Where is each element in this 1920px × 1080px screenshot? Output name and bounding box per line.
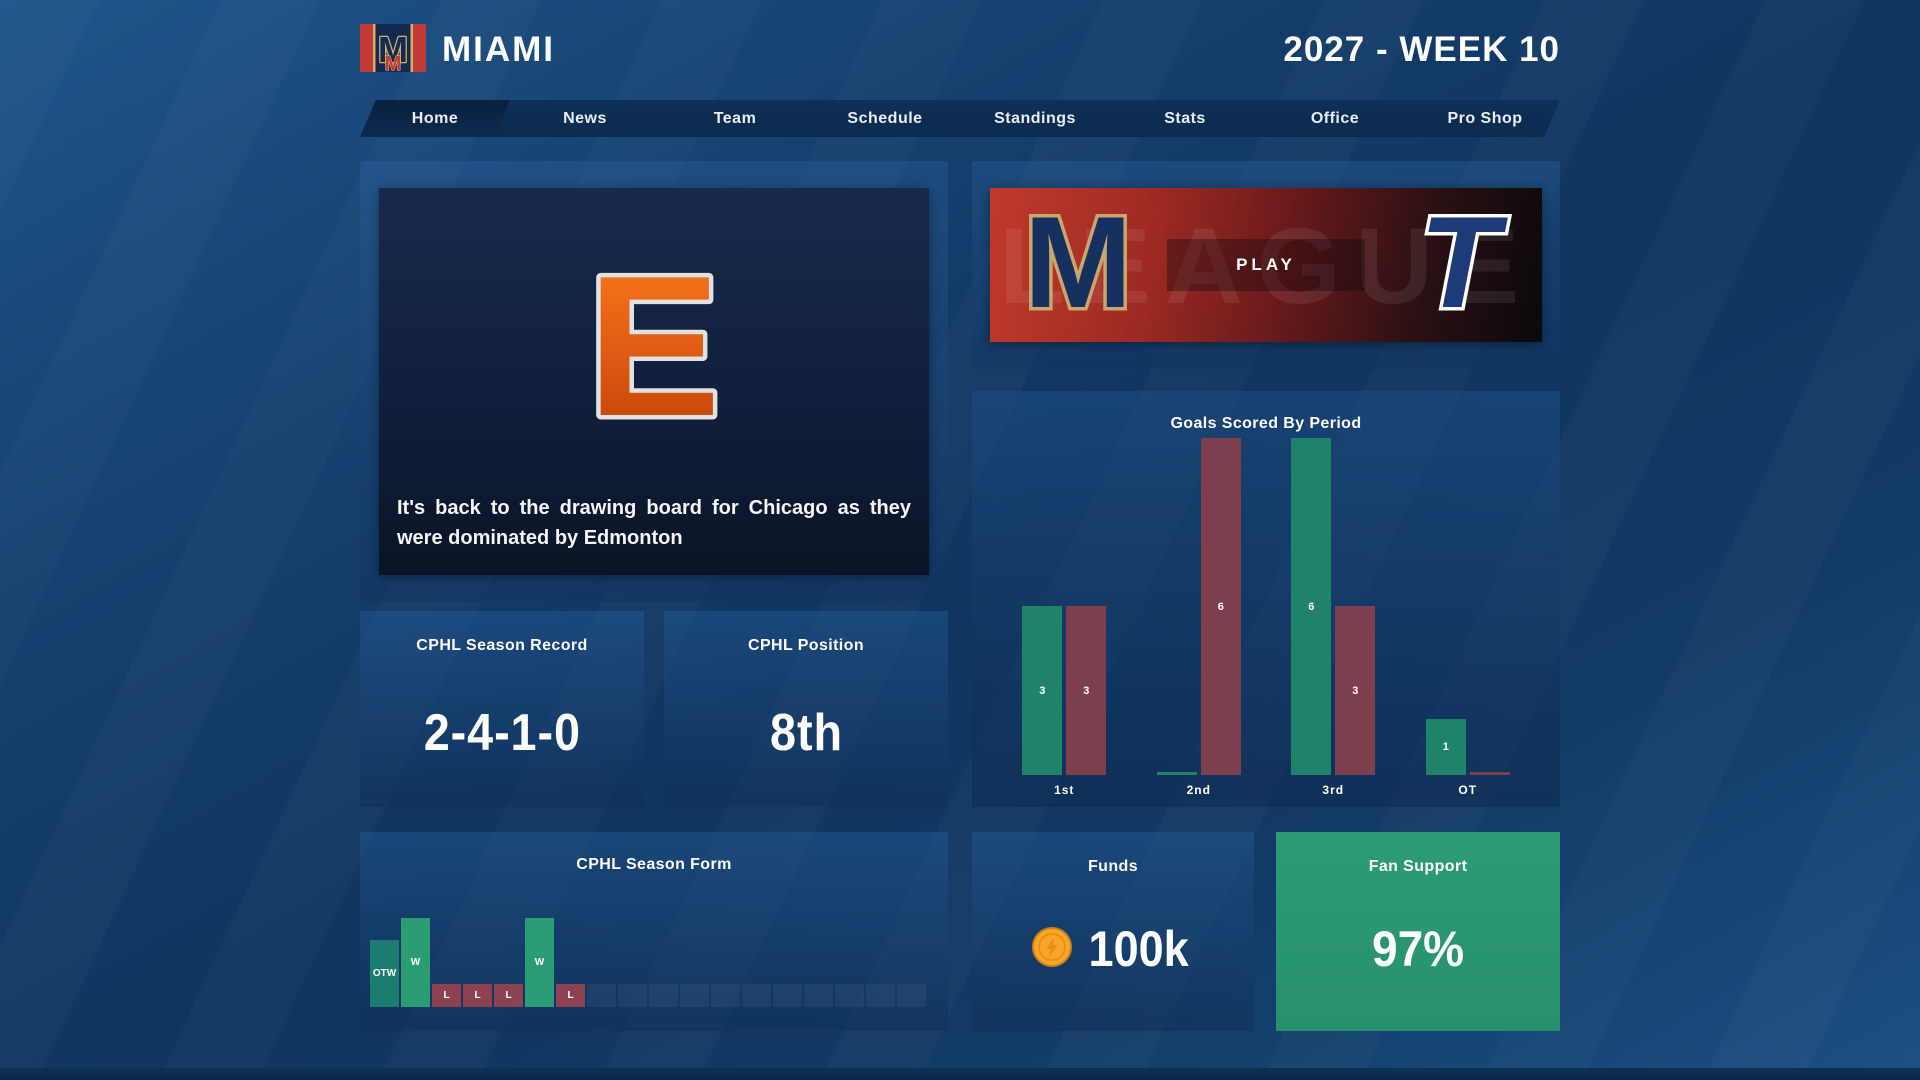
nav-item-team[interactable]: Team bbox=[713, 109, 757, 127]
form-slot-empty-8 bbox=[587, 984, 616, 1007]
form-slot-empty-14 bbox=[773, 984, 802, 1007]
form-slot-empty-11 bbox=[680, 984, 709, 1007]
miami-m-logo-icon: M M bbox=[360, 23, 426, 77]
edmonton-e-logo-icon: E bbox=[379, 188, 929, 493]
nav-item-office[interactable]: Office bbox=[1310, 109, 1360, 127]
funds-value: 100k bbox=[1088, 921, 1190, 977]
season-record-card: CPHL Season Record 2-4-1-0 bbox=[360, 611, 644, 807]
bar-value-label: 6 bbox=[1308, 600, 1315, 613]
season-form-title: CPHL Season Form bbox=[576, 856, 732, 873]
svg-text:M: M bbox=[1024, 195, 1132, 330]
fan-support-title: Fan Support bbox=[1368, 858, 1468, 875]
season-record-title: CPHL Season Record bbox=[416, 637, 588, 654]
play-button[interactable]: PLAY bbox=[1166, 239, 1366, 291]
miami-m-crest-icon: M bbox=[1008, 188, 1148, 339]
fan-support-value: 97% bbox=[1371, 921, 1465, 977]
period-label-2nd: 2nd bbox=[1186, 783, 1211, 797]
form-slot-empty-15 bbox=[804, 984, 833, 1007]
news-headline: It's back to the drawing board for Chica… bbox=[397, 497, 911, 549]
play-button-label: PLAY bbox=[1236, 255, 1296, 274]
form-slot-empty-12 bbox=[711, 984, 740, 1007]
form-slot-empty-13 bbox=[742, 984, 771, 1007]
coin-icon bbox=[1031, 926, 1073, 973]
header: M M MIAMI 2027 - WEEK 10 bbox=[360, 22, 1560, 78]
form-result-l-7: L bbox=[556, 984, 585, 1007]
svg-text:E: E bbox=[587, 235, 720, 458]
bar-goals-for-ot: 1 bbox=[1425, 719, 1466, 775]
svg-text:M: M bbox=[378, 29, 408, 70]
matchup-section: LEAGUE M T PLAY bbox=[972, 161, 1560, 369]
svg-text:M: M bbox=[385, 53, 402, 72]
news-section: E It's back to the drawing board for Chi… bbox=[360, 161, 948, 602]
form-slot-empty-10 bbox=[649, 984, 678, 1007]
team-brand: M M MIAMI bbox=[360, 23, 556, 77]
goals-chart-title: Goals Scored By Period bbox=[1170, 415, 1362, 432]
league-position-card: CPHL Position 8th bbox=[664, 611, 948, 807]
main-nav: Home News Team Schedule Standings Stats Office… bbox=[360, 100, 1560, 137]
nav-item-standings[interactable]: Standings bbox=[994, 109, 1076, 127]
bar-value-label: 6 bbox=[1217, 600, 1224, 613]
bar-goals-against-2nd: 6 bbox=[1200, 438, 1241, 775]
dashboard-grid: E It's back to the drawing board for Chi… bbox=[360, 161, 1560, 1031]
bar-goals-for-1st: 3 bbox=[1022, 606, 1063, 775]
period-label-3rd: 3rd bbox=[1322, 783, 1345, 797]
form-slot-empty-16 bbox=[835, 984, 864, 1007]
nav-item-news[interactable]: News bbox=[563, 109, 607, 127]
footer-strip bbox=[0, 1068, 1920, 1080]
bar-value-label: 3 bbox=[1083, 684, 1090, 697]
money-row: Funds 100k Fan Support bbox=[972, 832, 1560, 1031]
goals-group-2nd: 6 2nd bbox=[1154, 438, 1244, 797]
season-form-track: OTW W L L L W L bbox=[370, 918, 938, 1007]
bar-value-label: 1 bbox=[1442, 741, 1449, 753]
bar-value-label: 3 bbox=[1352, 684, 1359, 697]
season-week-label: 2027 - WEEK 10 bbox=[1283, 30, 1560, 69]
nav-item-pro-shop[interactable]: Pro Shop bbox=[1447, 109, 1523, 127]
form-result-w-2: W bbox=[401, 918, 430, 1007]
form-result-otw-1: OTW bbox=[370, 940, 399, 1007]
nav-item-stats[interactable]: Stats bbox=[1164, 109, 1206, 127]
form-result-l-3: L bbox=[432, 984, 461, 1007]
left-column: E It's back to the drawing board for Chi… bbox=[360, 161, 948, 1031]
goals-group-1st: 3 3 1st bbox=[1019, 438, 1109, 797]
season-record-value: 2-4-1-0 bbox=[423, 704, 581, 762]
bar-goals-for-2nd bbox=[1156, 772, 1197, 775]
bar-goals-against-3rd: 3 bbox=[1335, 606, 1376, 775]
form-result-l-4: L bbox=[463, 984, 492, 1007]
goals-group-3rd: 6 3 3rd bbox=[1288, 438, 1378, 797]
goals-by-period-card: Goals Scored By Period 3 3 1st 6 2nd 6 3 3rd 1 OT bbox=[972, 391, 1560, 807]
form-result-l-5: L bbox=[494, 984, 523, 1007]
goals-chart-plot: 3 3 1st 6 2nd 6 3 3rd 1 OT bbox=[997, 438, 1535, 797]
nav-item-schedule[interactable]: Schedule bbox=[847, 109, 923, 127]
right-column: LEAGUE M T PLAY bbox=[972, 161, 1560, 1031]
bar-goals-against-ot bbox=[1469, 772, 1510, 775]
svg-text:T: T bbox=[1419, 195, 1508, 330]
bar-goals-for-3rd: 6 bbox=[1291, 438, 1332, 775]
funds-title: Funds bbox=[1088, 858, 1138, 875]
league-position-value: 8th bbox=[769, 704, 843, 762]
matchup-banner: LEAGUE M T PLAY bbox=[990, 188, 1542, 342]
bar-value-label: 3 bbox=[1039, 684, 1046, 697]
news-card[interactable]: E It's back to the drawing board for Chi… bbox=[379, 188, 929, 575]
form-slot-empty-18 bbox=[897, 984, 926, 1007]
period-label-ot: OT bbox=[1458, 783, 1478, 797]
league-position-title: CPHL Position bbox=[747, 637, 865, 654]
form-slot-empty-9 bbox=[618, 984, 647, 1007]
bar-goals-against-1st: 3 bbox=[1066, 606, 1107, 775]
form-result-w-6: W bbox=[525, 918, 554, 1007]
season-form-card: CPHL Season Form OTW W L L L W L bbox=[360, 832, 948, 1031]
nav-item-home[interactable]: Home bbox=[360, 100, 510, 137]
goals-group-ot: 1 OT bbox=[1423, 438, 1513, 797]
form-slot-empty-17 bbox=[866, 984, 895, 1007]
stat-row: CPHL Season Record 2-4-1-0 CPHL Position… bbox=[360, 611, 948, 807]
period-label-1st: 1st bbox=[1054, 783, 1075, 797]
toronto-t-crest-icon: T bbox=[1394, 188, 1524, 339]
fan-support-card: Fan Support 97% bbox=[1276, 832, 1560, 1031]
page: M M MIAMI 2027 - WEEK 10 Home News Team Sch… bbox=[360, 0, 1560, 1031]
funds-card: Funds 100k bbox=[972, 832, 1254, 1031]
team-name: MIAMI bbox=[442, 30, 556, 69]
